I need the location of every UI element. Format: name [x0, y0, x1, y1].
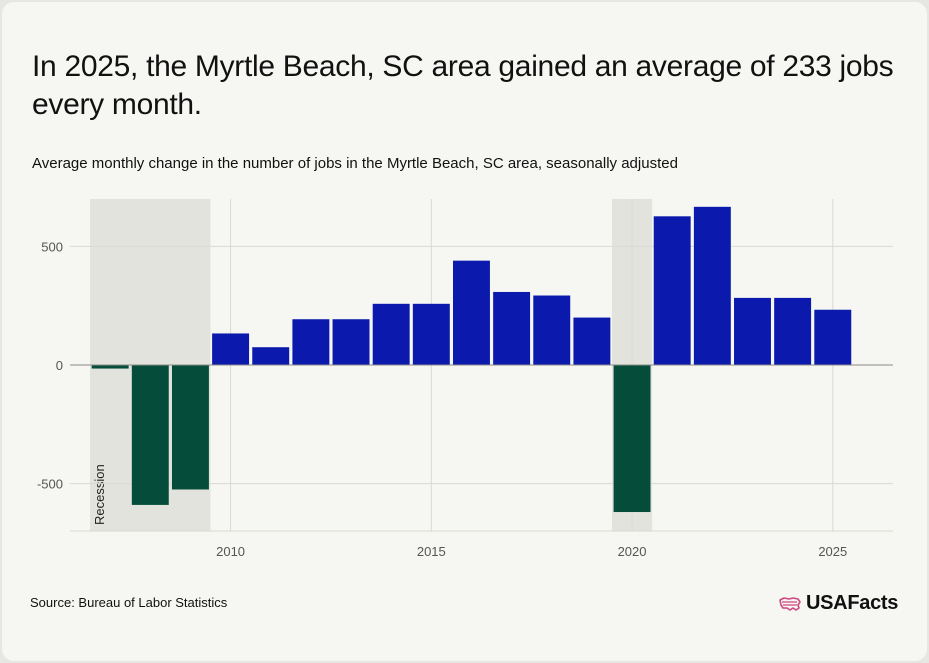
bar-2021: [653, 216, 691, 365]
chart-bars: [91, 206, 852, 513]
bar-2016: [452, 260, 490, 365]
usa-map-icon: [779, 596, 801, 611]
bar-2020: [613, 365, 651, 513]
bar-2024: [774, 297, 812, 365]
chart-subtitle: Average monthly change in the number of …: [32, 155, 678, 172]
recession-label: Recession: [92, 464, 107, 525]
bar-2018: [533, 295, 571, 365]
bar-2017: [493, 291, 531, 365]
chart-axes: -500 0 500 2010 2015 2020 2025: [37, 239, 893, 559]
y-tick-label: 500: [41, 239, 63, 254]
bar-2014: [372, 303, 410, 365]
x-tick-label: 2020: [618, 544, 647, 559]
bar-2007: [91, 365, 129, 369]
y-tick-label: -500: [37, 477, 63, 492]
bar-2010: [212, 333, 250, 365]
bar-2023: [734, 297, 771, 365]
chart-title: In 2025, the Myrtle Beach, SC area gaine…: [32, 50, 894, 121]
x-tick-label: 2025: [818, 544, 847, 559]
bar-2011: [252, 347, 290, 365]
x-tick-label: 2015: [417, 544, 446, 559]
bar-2022: [693, 206, 731, 365]
bar-2008: [131, 365, 169, 505]
usafacts-logo: USAFacts: [778, 592, 898, 615]
x-tick-label: 2010: [216, 544, 245, 559]
y-tick-label: 0: [56, 358, 63, 373]
bar-2012: [292, 319, 330, 365]
bar-2015: [412, 303, 450, 365]
logo-text: USAFacts: [806, 592, 899, 614]
source-note: Source: Bureau of Labor Statistics: [30, 595, 228, 610]
bar-2019: [573, 317, 611, 365]
bar-2009: [171, 365, 209, 490]
bar-2013: [332, 319, 370, 365]
bar-2025: [814, 309, 852, 365]
